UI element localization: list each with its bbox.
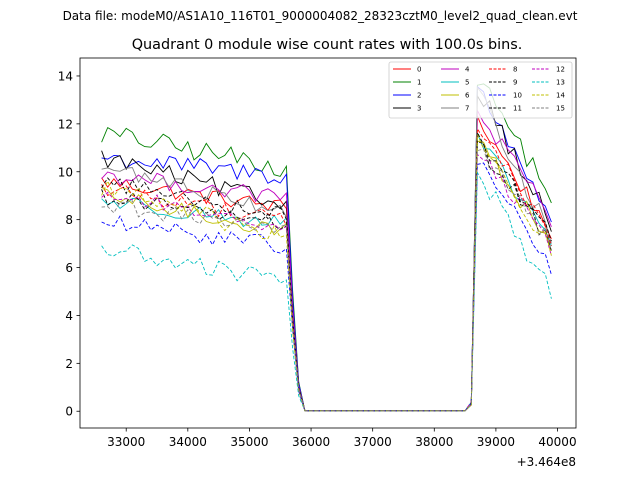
legend-label-13: 13 <box>556 79 565 87</box>
series-line-14 <box>101 134 552 412</box>
chart-title: Quadrant 0 module wise count rates with … <box>132 37 523 53</box>
legend-label-5: 5 <box>465 79 469 87</box>
legend-label-8: 8 <box>513 66 517 74</box>
x-tick-label: 35000 <box>230 435 268 449</box>
file-suptitle: Data file: modeM0/AS1A10_116T01_90000040… <box>63 9 578 23</box>
x-offset-label: +3.464e8 <box>517 455 576 469</box>
plot-area <box>79 57 577 429</box>
x-tick-label: 39000 <box>477 435 515 449</box>
axes-frame <box>79 57 577 429</box>
y-tick-label: 10 <box>58 165 73 179</box>
y-axis: 0 2 4 6 8 10 12 14 <box>58 69 80 419</box>
legend-label-11: 11 <box>513 105 522 113</box>
legend-label-14: 14 <box>556 92 565 100</box>
series-layer <box>101 83 552 412</box>
x-axis: 33000 34000 35000 36000 37000 38000 39000 40000 <box>107 428 577 449</box>
y-tick-label: 14 <box>58 69 73 83</box>
x-tick-label: 33000 <box>107 435 145 449</box>
legend-label-10: 10 <box>513 92 522 100</box>
y-tick-label: 2 <box>65 357 73 371</box>
legend-label-15: 15 <box>556 105 565 113</box>
legend-label-1: 1 <box>417 79 421 87</box>
legend-label-9: 9 <box>513 79 517 87</box>
legend-label-3: 3 <box>417 105 421 113</box>
x-tick-label: 36000 <box>292 435 330 449</box>
x-tick-label: 37000 <box>354 435 392 449</box>
x-tick-label: 40000 <box>538 435 576 449</box>
legend-label-4: 4 <box>465 66 470 74</box>
y-tick-label: 8 <box>65 213 73 227</box>
legend-label-2: 2 <box>417 92 421 100</box>
legend-label-6: 6 <box>465 92 470 100</box>
legend-label-7: 7 <box>465 105 469 113</box>
legend-frame <box>388 61 573 119</box>
y-tick-label: 6 <box>65 261 73 275</box>
x-tick-label: 34000 <box>169 435 207 449</box>
y-tick-label: 0 <box>65 405 73 419</box>
y-tick-label: 12 <box>58 117 73 131</box>
legend-label-0: 0 <box>417 66 421 74</box>
y-tick-label: 4 <box>65 309 73 323</box>
x-tick-label: 38000 <box>415 435 453 449</box>
series-line-15 <box>101 148 552 412</box>
legend-label-12: 12 <box>556 66 565 74</box>
